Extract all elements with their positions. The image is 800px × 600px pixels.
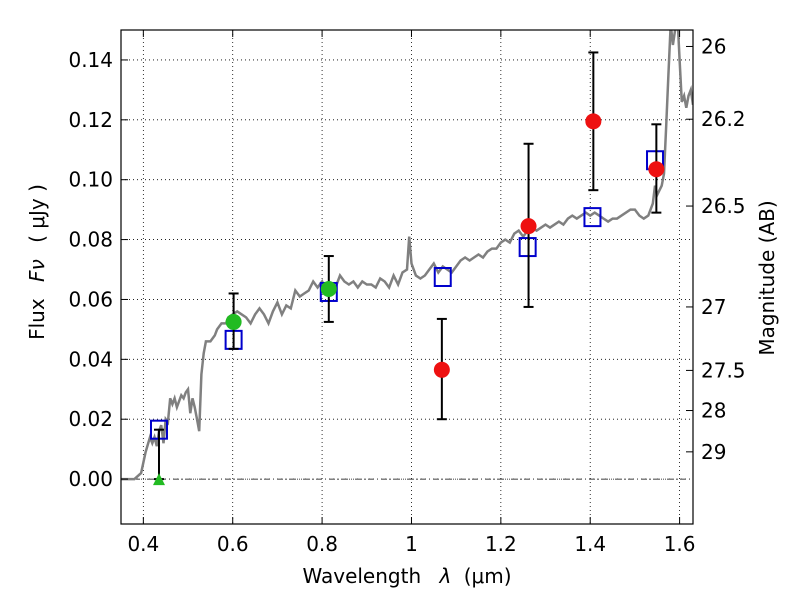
y2-tick-label: 26.2: [701, 107, 746, 131]
y-tick-label: 0.02: [68, 407, 113, 431]
red-circle-marker: [648, 161, 665, 178]
green-circle-marker: [225, 313, 242, 330]
grid: [121, 30, 693, 524]
x-axis-label-prefix: Wavelength: [302, 564, 421, 588]
y-tick-label: 0.00: [68, 467, 113, 491]
x-tick-label: 0.4: [127, 532, 159, 556]
y-axis-label-unit: ( μJy ): [25, 184, 49, 243]
y-axis-label-symbol: Fν: [25, 259, 49, 282]
y-tick-label: 0.06: [68, 287, 113, 311]
model-square-marker: [583, 207, 602, 228]
y2-tick-label: 29: [701, 440, 726, 464]
plot-frame: [120, 29, 694, 525]
y2-tick-label: 26: [701, 34, 726, 58]
y-tick-label: 0.04: [68, 347, 113, 371]
x-tick-label: 0.8: [306, 532, 338, 556]
y2-tick-label: 27.5: [701, 358, 746, 382]
y-tick-label: 0.08: [68, 228, 113, 252]
ticks: [121, 30, 693, 524]
y-tick-label: 0.14: [68, 48, 113, 72]
green-circle-marker: [320, 280, 337, 297]
x-tick-label: 1.6: [664, 532, 696, 556]
spectrum-layer: [121, 30, 693, 481]
x-tick-label: 1: [405, 532, 418, 556]
y2-tick-label: 27: [701, 295, 726, 319]
red-circle-marker: [433, 361, 450, 378]
y-axis-label-prefix: Flux: [25, 298, 49, 340]
x-axis-label: Wavelength λ (μm): [302, 564, 511, 588]
spectrum-line: [121, 30, 693, 481]
red-circle-marker: [585, 113, 602, 130]
y-tick-label: 0.12: [68, 108, 113, 132]
y2-tick-label: 28: [701, 399, 726, 423]
red-circle-marker: [520, 218, 537, 235]
y2-axis-label: Magnitude (AB): [755, 200, 779, 355]
tick-labels: 0.4 0.6 0.8 1 1.2 1.4 1.6 0.00 0.02 0.04 0.06 0.08 0…: [68, 34, 745, 556]
x-axis-label-symbol: λ: [439, 564, 452, 588]
points-layer: [149, 51, 665, 486]
y2-tick-label: 26.5: [701, 194, 746, 218]
green-triangle-marker: [152, 473, 165, 486]
x-tick-label: 0.6: [217, 532, 249, 556]
y-tick-label: 0.10: [68, 168, 113, 192]
x-tick-label: 1.2: [485, 532, 517, 556]
x-axis-label-unit: (μm): [464, 564, 512, 588]
y-axis-label: Flux Fν ( μJy ): [25, 184, 49, 340]
x-tick-label: 1.4: [574, 532, 606, 556]
model-square-marker: [433, 267, 452, 287]
